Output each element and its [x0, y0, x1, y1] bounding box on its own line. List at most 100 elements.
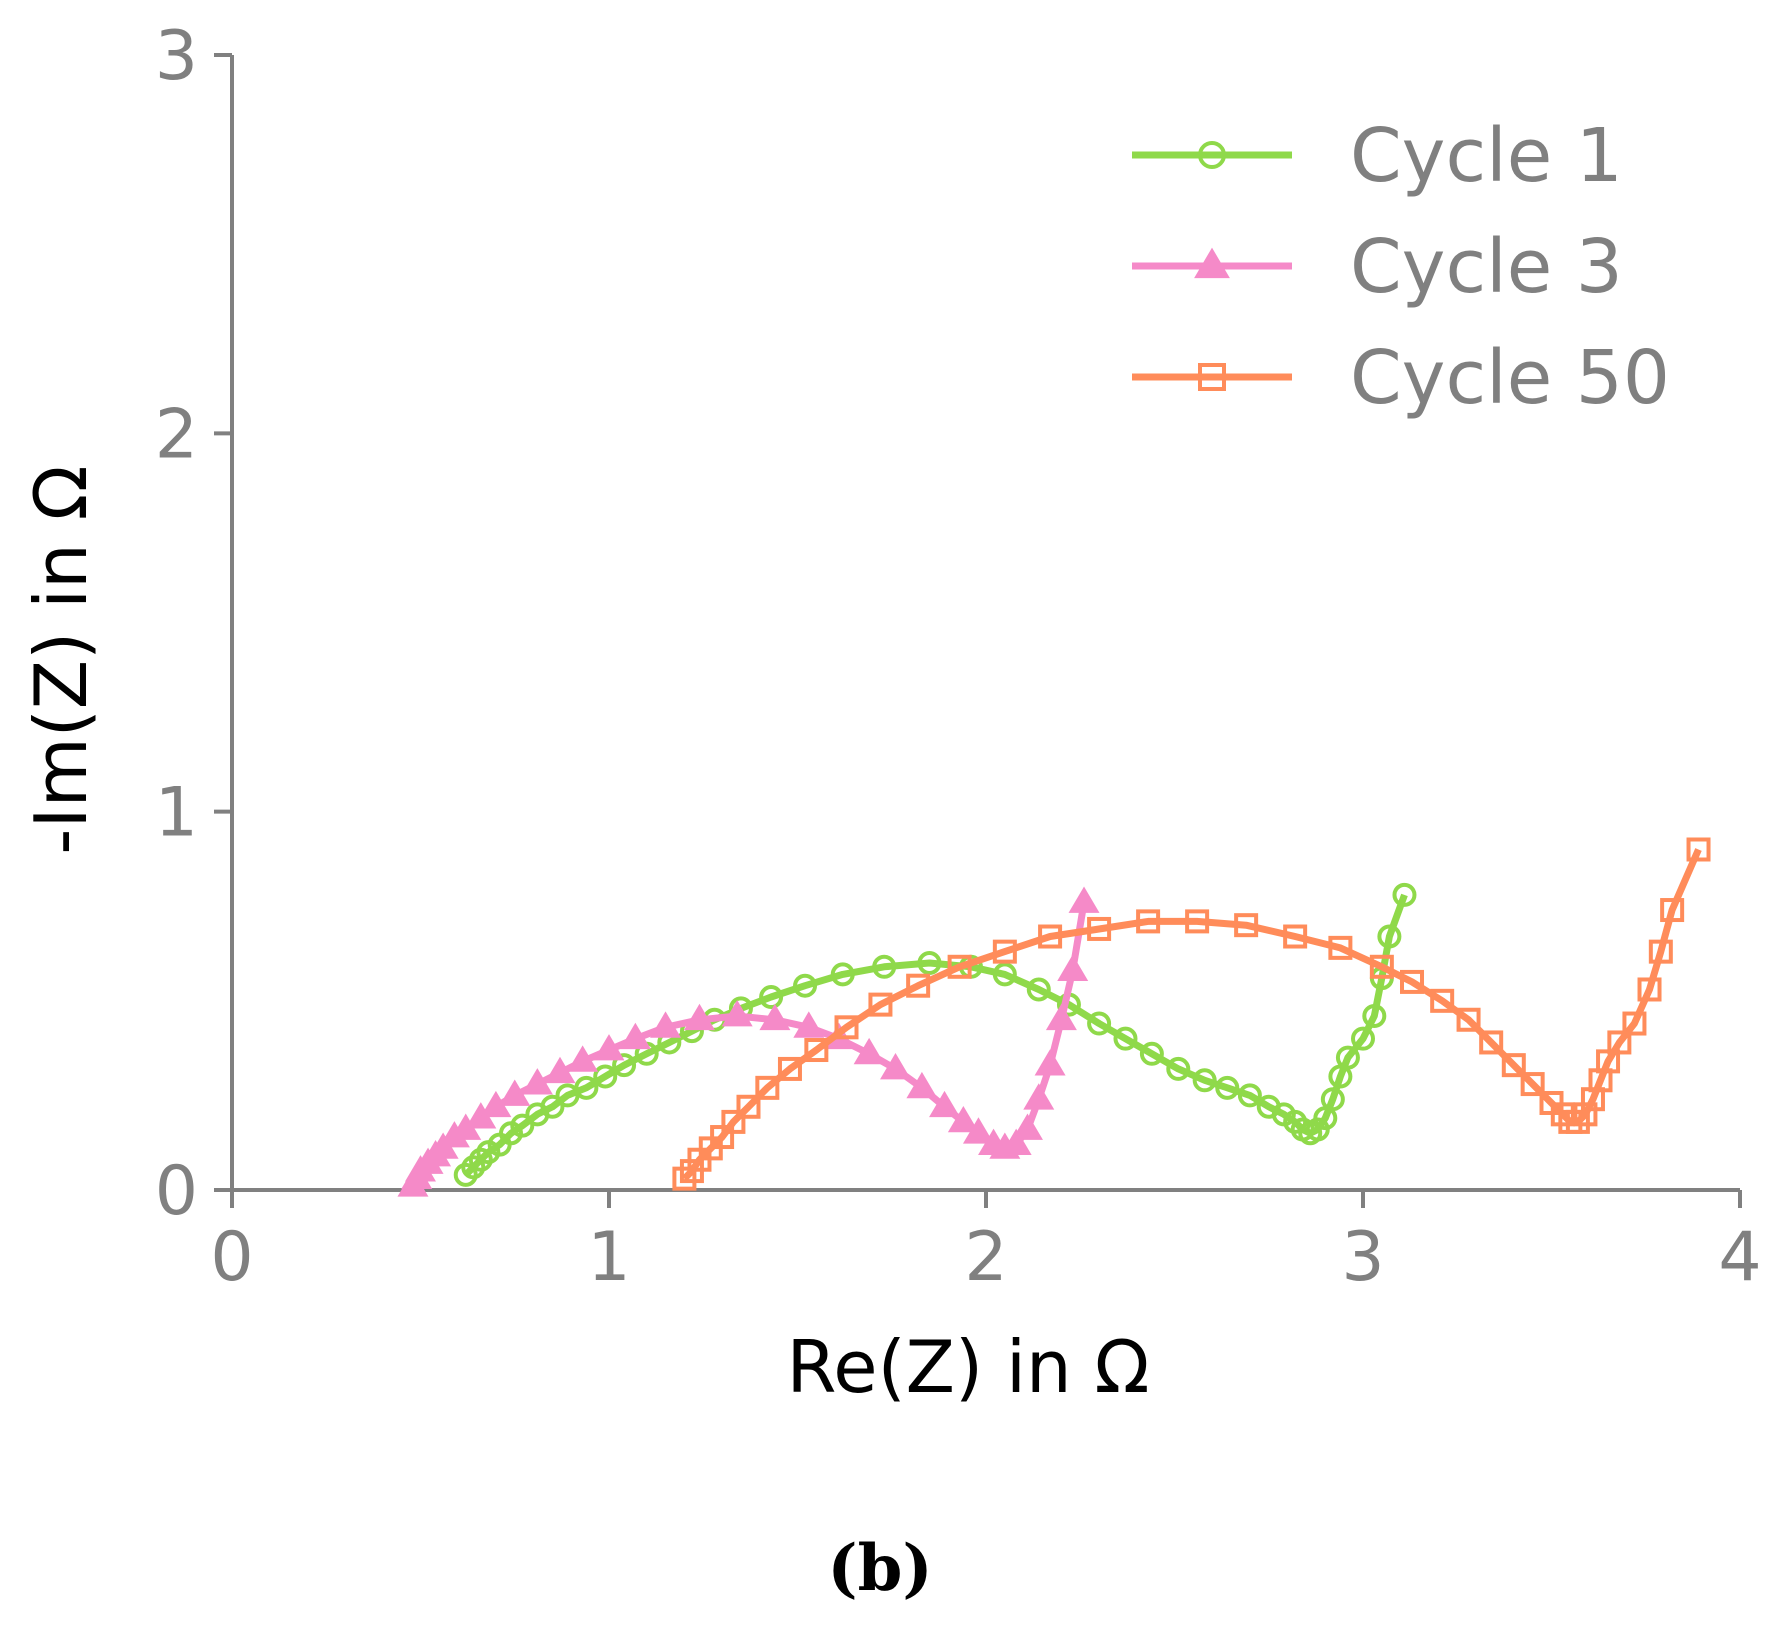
data-point-square: [947, 954, 972, 979]
data-point-circle: [1335, 1045, 1360, 1070]
x-tick-label: 2: [964, 1218, 1007, 1297]
legend-label: Cycle 50: [1350, 335, 1670, 421]
data-point-square: [1501, 1053, 1526, 1078]
legend-entry: Cycle 1: [1132, 113, 1623, 199]
y-tick-label: 3: [155, 17, 198, 96]
data-point-triangle: [619, 1022, 651, 1050]
data-point-triangle: [567, 1045, 599, 1072]
data-point-triangle: [1068, 886, 1100, 913]
series-line: [463, 893, 1408, 1178]
data-point-triangle: [1011, 1113, 1043, 1140]
data-point-triangle: [521, 1068, 553, 1095]
data-point-square: [804, 1038, 829, 1063]
data-point-triangle: [544, 1056, 576, 1084]
data-point-triangle: [650, 1011, 682, 1038]
data-point-square: [1607, 1030, 1632, 1055]
y-tick-label: 1: [155, 774, 198, 853]
data-point-triangle: [1045, 1003, 1077, 1031]
x-tick-label: 1: [587, 1218, 630, 1297]
data-point-triangle: [853, 1037, 885, 1065]
y-axis-title: -Im(Z) in Ω: [19, 465, 103, 854]
data-point-square: [1520, 1072, 1545, 1097]
data-point-square: [1369, 954, 1394, 979]
data-point-triangle: [1000, 1128, 1032, 1155]
data-point-square: [1550, 1102, 1575, 1127]
data-point-triangle: [499, 1079, 531, 1106]
data-point-square: [1087, 916, 1112, 941]
data-point-square: [1648, 939, 1673, 964]
data-point-circle: [510, 1113, 535, 1138]
data-point-triangle: [880, 1052, 912, 1080]
data-point-square: [1136, 909, 1161, 934]
data-point-square: [672, 1166, 697, 1191]
data-point-square: [1456, 1007, 1481, 1032]
data-point-square: [834, 1015, 859, 1040]
legend-label: Cycle 3: [1350, 224, 1623, 310]
legend-entry: Cycle 50: [1132, 335, 1670, 421]
y-ticks: 0 1 2 3: [155, 17, 232, 1231]
data-point-circle: [540, 1094, 565, 1119]
data-point-circle: [872, 954, 897, 979]
data-point-circle: [461, 1155, 486, 1180]
data-point-square: [1622, 1011, 1647, 1036]
data-point-triangle: [793, 1011, 825, 1038]
series-cycle-3: [397, 886, 1100, 1197]
x-tick-label: 0: [210, 1218, 253, 1297]
data-point-circle: [1362, 1003, 1387, 1028]
data-point-circle: [992, 962, 1017, 987]
data-point-square: [1198, 363, 1226, 391]
data-point-circle: [1113, 1026, 1138, 1051]
data-point-circle: [1237, 1083, 1262, 1108]
data-point-circle: [793, 973, 818, 998]
legend-label: Cycle 1: [1350, 113, 1623, 199]
data-point-triangle: [947, 1105, 979, 1133]
data-point-square: [1328, 935, 1353, 960]
data-point-circle: [1026, 977, 1051, 1002]
data-point-triangle: [906, 1071, 938, 1099]
data-point-circle: [1392, 882, 1417, 907]
data-point-square: [992, 939, 1017, 964]
data-point-circle: [1087, 1011, 1112, 1036]
data-point-square: [1479, 1030, 1504, 1055]
data-point-circle: [612, 1053, 637, 1078]
y-tick-label: 0: [155, 1152, 198, 1231]
legend: Cycle 1 Cycle 3 Cycle 50: [1132, 113, 1670, 421]
data-point-circle: [453, 1162, 478, 1187]
data-point-square: [736, 1094, 761, 1119]
data-point-circle: [830, 962, 855, 987]
data-point-triangle: [1057, 954, 1089, 981]
data-point-square: [1637, 977, 1662, 1002]
series-cycle-50: [672, 837, 1711, 1191]
data-point-square: [906, 973, 931, 998]
data-point-circle: [1377, 924, 1402, 949]
data-point-square: [868, 992, 893, 1017]
legend-entry: Cycle 3: [1132, 224, 1623, 310]
y-tick-label: 2: [155, 395, 198, 474]
data-point-circle: [1215, 1075, 1240, 1100]
data-point-circle: [1192, 1068, 1217, 1093]
data-point-square: [1660, 898, 1685, 923]
series-cycle-1: [453, 882, 1417, 1187]
data-point-triangle: [593, 1034, 625, 1061]
data-point-square: [1038, 924, 1063, 949]
data-point-square: [1573, 1102, 1598, 1127]
data-point-circle: [917, 951, 942, 975]
series-layer: [397, 837, 1711, 1197]
data-point-triangle: [929, 1090, 961, 1118]
data-point-triangle: [962, 1117, 994, 1144]
data-point-triangle: [759, 1003, 791, 1031]
data-point-circle: [593, 1064, 618, 1089]
x-axis-title: Re(Z) in Ω: [786, 1325, 1149, 1409]
data-point-square: [1185, 909, 1210, 934]
x-tick-label: 3: [1341, 1218, 1384, 1297]
data-point-triangle: [1194, 247, 1230, 279]
data-point-square: [777, 1056, 802, 1081]
data-point-triangle: [683, 1003, 715, 1031]
data-point-circle: [1283, 1109, 1308, 1134]
data-point-triangle: [1023, 1083, 1055, 1110]
data-point-square: [1234, 913, 1259, 938]
data-point-square: [1283, 924, 1308, 949]
data-point-square: [1686, 837, 1711, 862]
x-ticks: 0 1 2 3 4: [210, 1190, 1762, 1297]
data-point-square: [1565, 1109, 1590, 1134]
